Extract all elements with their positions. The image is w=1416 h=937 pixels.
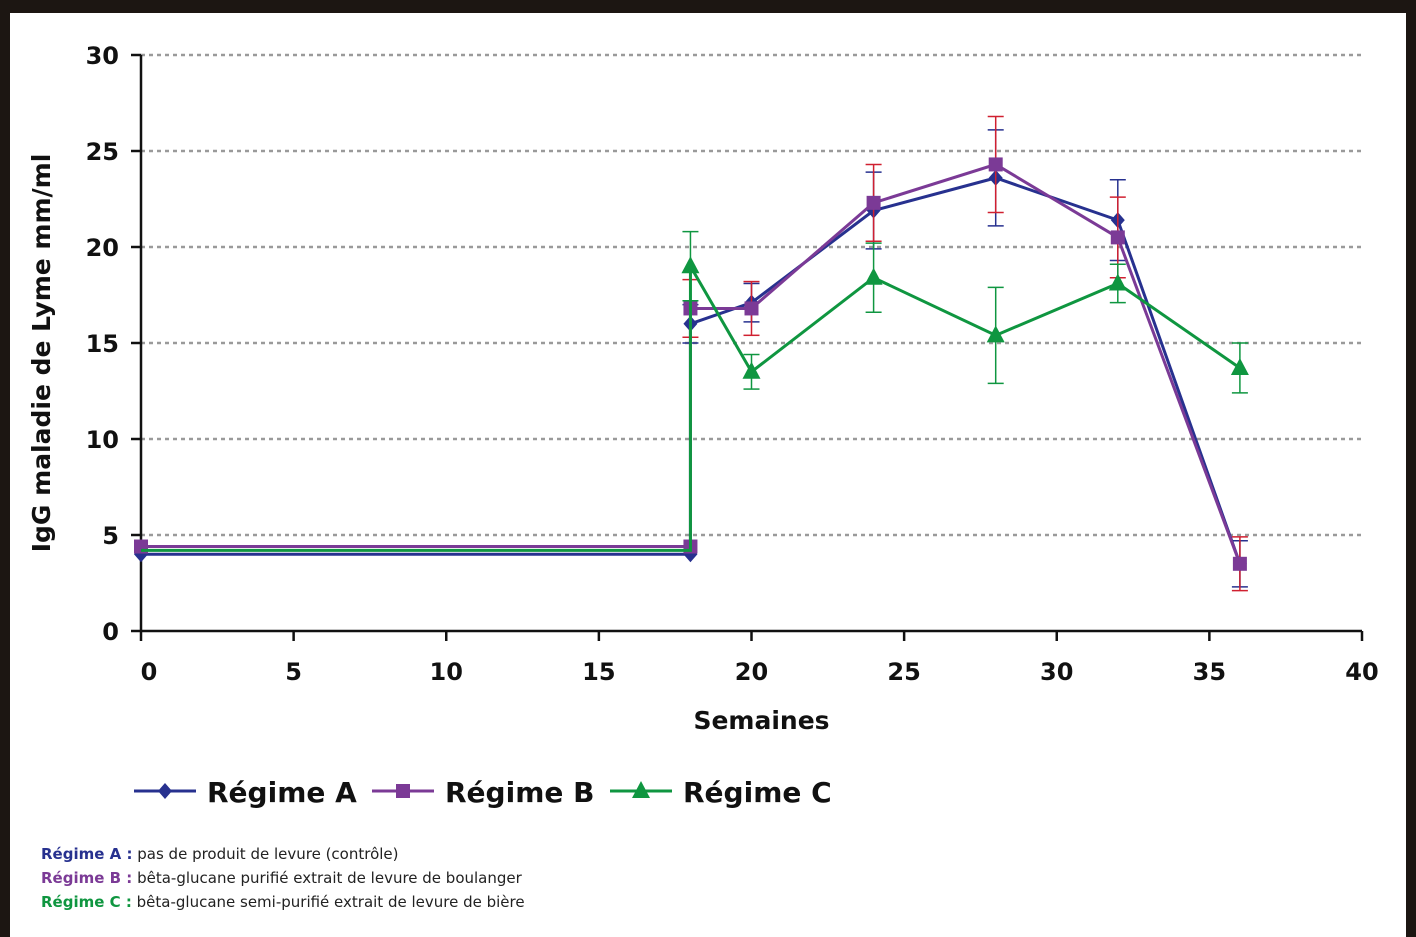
series-layer	[134, 115, 1249, 592]
legend-item: Régime B	[372, 776, 594, 809]
footnote-regime-b: Régime B : bêta-glucane purifié extrait …	[41, 866, 525, 890]
y-axis-title: IgG maladie de Lyme mm/ml	[27, 154, 56, 553]
legend-label: Régime C	[683, 776, 832, 809]
y-tick-label: 20	[86, 234, 119, 262]
footnote-key: Régime B :	[41, 869, 133, 887]
legend-swatch-marker	[158, 783, 172, 799]
footnote-text: bêta-glucane purifié extrait de levure d…	[137, 869, 522, 887]
x-tick-label: 15	[582, 658, 615, 686]
series-line	[141, 260, 1241, 552]
chart-svg: 0 5 10 15 20 25 30 0 5 10 15 20 25 30 35 40 Semaines Ig…	[27, 42, 1379, 809]
y-tick-label: 10	[86, 426, 119, 454]
legend-item: Régime A	[134, 776, 357, 809]
footnote-regime-a: Régime A : pas de produit de levure (con…	[41, 842, 525, 866]
x-tick-label: 0	[141, 658, 158, 686]
legend-swatch-marker	[396, 784, 410, 798]
footnote-regime-c: Régime C : bêta-glucane semi-purifié ext…	[41, 890, 525, 914]
chart-card: 0 5 10 15 20 25 30 0 5 10 15 20 25 30 35 40 Semaines Ig…	[10, 13, 1406, 937]
data-point	[1232, 556, 1247, 571]
legend: Régime A Régime B Régime C	[134, 776, 832, 809]
legend-label: Régime B	[445, 776, 594, 809]
data-point	[988, 157, 1003, 172]
x-tick-label: 5	[285, 658, 302, 686]
data-point	[864, 267, 883, 285]
data-point	[1110, 230, 1125, 245]
x-tick-label: 25	[887, 658, 920, 686]
y-tick-label: 25	[86, 138, 119, 166]
legend-label: Régime A	[207, 776, 357, 809]
data-point	[866, 195, 881, 210]
data-point	[1108, 273, 1127, 291]
x-tick-label: 20	[735, 658, 768, 686]
legend-item: Régime C	[610, 776, 832, 809]
x-tick-label: 10	[430, 658, 463, 686]
data-point	[1230, 357, 1249, 375]
y-tick-label: 15	[86, 330, 119, 358]
legend-swatch-marker	[632, 781, 650, 798]
footnote-key: Régime A :	[41, 845, 133, 863]
y-tick-label: 30	[86, 42, 119, 70]
footnote-text: pas de produit de levure (contrôle)	[137, 845, 399, 863]
data-point	[986, 325, 1005, 343]
data-point	[742, 361, 761, 379]
axes: 0 5 10 15 20 25 30 0 5 10 15 20 25 30 35 40	[86, 42, 1379, 686]
data-point	[744, 301, 759, 316]
grid-lines	[141, 53, 1362, 537]
x-axis-title: Semaines	[693, 706, 829, 735]
x-tick-label: 40	[1345, 658, 1378, 686]
x-tick-label: 30	[1040, 658, 1073, 686]
series-r-gime-c	[141, 230, 1249, 552]
footnotes: Régime A : pas de produit de levure (con…	[41, 842, 525, 914]
data-point	[681, 256, 700, 274]
footnote-text: bêta-glucane semi-purifié extrait de lev…	[136, 893, 525, 911]
y-tick-label: 0	[102, 618, 119, 646]
x-tick-label: 35	[1193, 658, 1226, 686]
footnote-key: Régime C :	[41, 893, 132, 911]
y-tick-label: 5	[102, 522, 119, 550]
